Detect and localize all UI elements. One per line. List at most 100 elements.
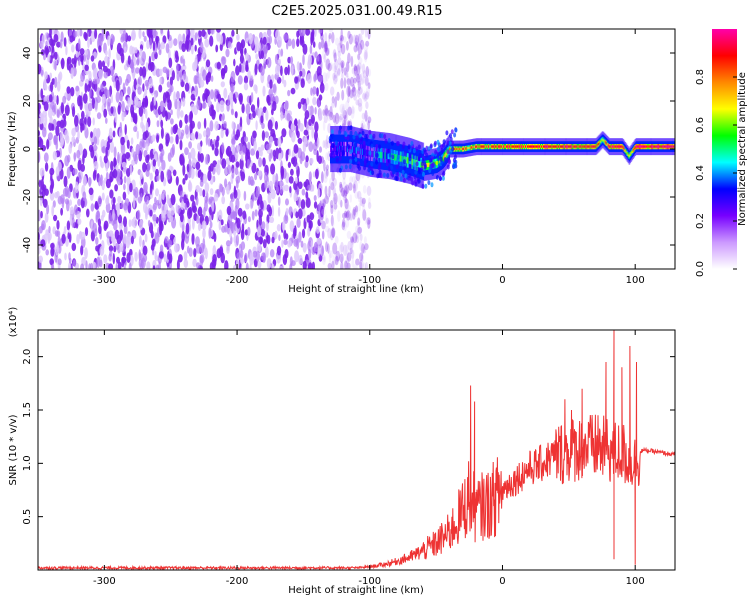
noise-speck — [225, 128, 229, 137]
noise-speck — [204, 247, 208, 260]
signal-core — [572, 145, 575, 148]
noise-speck — [94, 200, 98, 209]
noise-speck — [173, 38, 178, 46]
signal-core — [346, 145, 349, 153]
noise-speck — [251, 193, 254, 201]
signal-core — [619, 145, 622, 148]
signal-core — [596, 144, 599, 147]
noise-speck — [353, 263, 358, 269]
noise-speck — [225, 240, 231, 247]
signal-core — [573, 145, 576, 148]
signal-scatter — [385, 161, 389, 167]
noise-speck — [348, 33, 353, 45]
noise-speck — [286, 41, 289, 50]
noise-speck — [336, 253, 339, 263]
signal-scatter — [442, 143, 446, 148]
noise-speck — [191, 200, 196, 213]
noise-speck — [227, 40, 231, 48]
noise-speck — [274, 230, 278, 240]
noise-speck — [290, 122, 295, 132]
noise-speck — [322, 256, 326, 266]
noise-speck — [284, 66, 289, 76]
snr-ytick-label: 2.0 — [22, 349, 33, 365]
signal-core — [352, 146, 355, 153]
signal-scatter — [424, 183, 428, 189]
noise-speck — [333, 202, 338, 210]
noise-speck — [358, 196, 363, 203]
noise-speck — [357, 53, 361, 61]
noise-speck — [342, 177, 346, 185]
noise-speck — [340, 78, 344, 89]
signal-core — [450, 147, 452, 151]
noise-speck — [109, 140, 114, 153]
noise-speck — [179, 154, 185, 166]
noise-speck — [179, 139, 183, 151]
signal-core — [568, 145, 571, 148]
noise-speck — [115, 242, 120, 250]
noise-speck — [216, 248, 222, 259]
signal-core — [348, 145, 351, 153]
noise-speck — [274, 54, 279, 65]
signal-core — [514, 145, 516, 148]
signal-core — [544, 145, 547, 148]
noise-speck — [249, 199, 254, 210]
noise-speck — [93, 160, 99, 171]
noise-speck — [361, 253, 364, 262]
noise-speck — [64, 129, 69, 141]
noise-speck — [112, 168, 118, 179]
signal-core — [476, 145, 478, 148]
signal-scatter — [328, 138, 332, 144]
noise-speck — [298, 29, 304, 37]
noise-speck — [351, 236, 354, 245]
noise-speck — [364, 29, 368, 38]
noise-speck — [333, 52, 337, 63]
signal-core — [625, 150, 628, 153]
noise-speck — [53, 103, 57, 115]
signal-scatter — [335, 157, 339, 163]
noise-speck — [350, 243, 353, 254]
noise-speck — [169, 233, 174, 241]
noise-speck — [165, 133, 170, 145]
noise-speck — [140, 193, 143, 202]
signal-core — [567, 145, 570, 148]
noise-speck — [340, 187, 345, 197]
noise-speck — [311, 184, 315, 192]
page-title: C2E5.2025.031.00.49.R15 — [271, 4, 442, 19]
signal-core — [359, 148, 362, 155]
signal-core — [541, 145, 543, 148]
signal-scatter — [415, 146, 419, 152]
signal-core — [636, 145, 639, 148]
noise-speck — [325, 72, 329, 82]
noise-speck — [101, 192, 105, 201]
signal-core — [549, 145, 552, 148]
noise-speck — [40, 239, 46, 248]
noise-speck — [312, 41, 316, 48]
noise-speck — [358, 259, 364, 269]
noise-speck — [191, 157, 197, 168]
noise-speck — [303, 129, 309, 136]
noise-speck — [150, 230, 154, 239]
signal-core — [393, 154, 396, 161]
noise-speck — [113, 146, 117, 159]
noise-speck — [342, 244, 348, 256]
noise-speck — [356, 64, 361, 76]
noise-speck — [205, 75, 208, 83]
noise-speck — [40, 69, 44, 76]
noise-speck — [298, 231, 302, 243]
noise-speck — [105, 178, 111, 189]
noise-speck — [167, 239, 172, 248]
noise-speck — [49, 167, 55, 176]
noise-speck — [180, 190, 183, 203]
noise-speck — [191, 233, 195, 245]
signal-scatter — [365, 149, 369, 155]
signal-core — [449, 147, 451, 151]
noise-speck — [318, 41, 322, 50]
signal-core — [478, 145, 480, 148]
noise-speck — [360, 29, 365, 35]
noise-speck — [309, 212, 315, 221]
signal-core — [484, 145, 486, 148]
noise-speck — [56, 81, 61, 92]
signal-scatter — [335, 150, 338, 156]
noise-speck — [319, 82, 325, 94]
signal-core — [656, 145, 658, 148]
